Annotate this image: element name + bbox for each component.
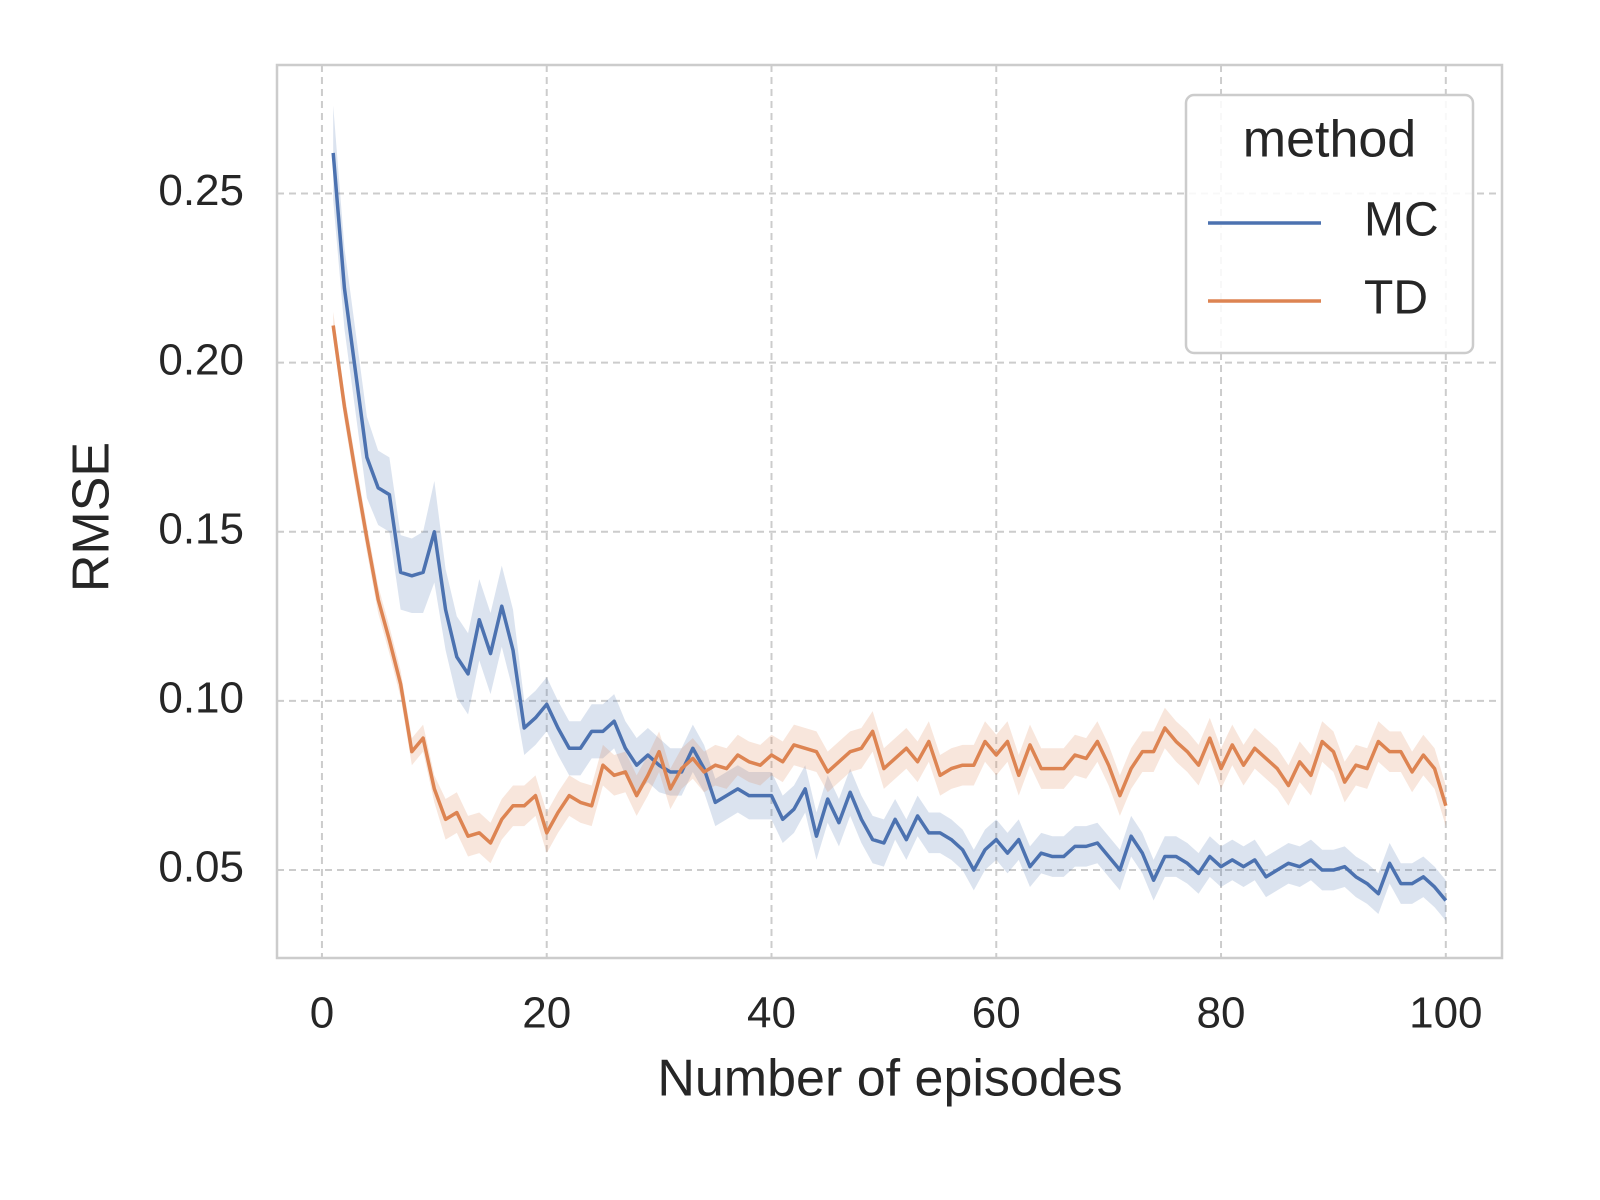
x-tick-label: 80 — [1197, 989, 1246, 1038]
y-tick-label: 0.05 — [158, 843, 244, 892]
legend-box — [1184, 93, 1475, 355]
plot-frame — [275, 63, 1504, 960]
x-tick-label: 0 — [310, 989, 334, 1038]
x-tick-label: 100 — [1409, 989, 1482, 1038]
line — [331, 325, 1448, 845]
y-tick-label: 0.20 — [158, 335, 244, 384]
y-tick-label: 0.25 — [158, 166, 244, 215]
legend-label: MC — [1364, 194, 1439, 247]
y-tick-label: 0.10 — [158, 674, 244, 723]
x-axis-label: Number of episodes — [657, 1050, 1122, 1108]
x-tick-label: 40 — [747, 989, 796, 1038]
legend-title: method — [1243, 111, 1416, 169]
confidence-band — [333, 105, 1446, 921]
legend-label: TD — [1364, 272, 1428, 325]
line — [331, 152, 1448, 902]
y-tick-label: 0.15 — [158, 504, 244, 553]
x-tick-label: 60 — [972, 989, 1021, 1038]
y-axis-label: RMSE — [63, 442, 121, 592]
confidence-band — [333, 311, 1446, 864]
x-tick-label: 20 — [522, 989, 571, 1038]
